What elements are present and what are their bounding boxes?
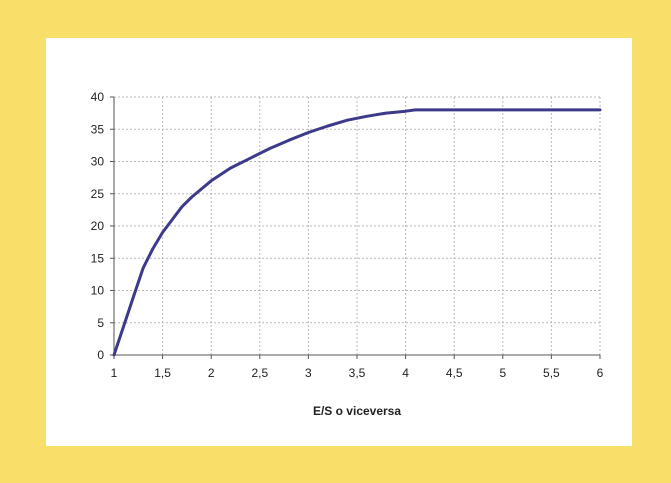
y-tick-label: 40 [91, 90, 105, 104]
tick-labels: 0 5 10 15 20 25 30 35 40 1 1,5 2 2,5 3 3,5 4 4,5 5 5,5 6 [91, 90, 604, 380]
x-axis-title: E/S o viceversa [313, 404, 401, 418]
x-tick-label: 3,5 [349, 366, 366, 380]
x-tick-label: 1,5 [154, 366, 171, 380]
line-chart: 0 5 10 15 20 25 30 35 40 1 1,5 2 2,5 3 3,5 4 4,5 5 5,5 6 E/… [91, 90, 604, 418]
y-tick-label: 15 [91, 251, 105, 265]
x-tick-label: 2 [208, 366, 215, 380]
y-tick-label: 25 [91, 187, 105, 201]
y-tick-label: 5 [97, 316, 104, 330]
x-tick-label: 2,5 [251, 366, 268, 380]
grid [114, 96, 601, 355]
y-tick-label: 20 [91, 219, 105, 233]
axes [110, 96, 601, 359]
x-tick-label: 5 [499, 366, 506, 380]
x-tick-label: 6 [597, 366, 604, 380]
x-tick-label: 1 [111, 366, 118, 380]
chart-panel: 0 5 10 15 20 25 30 35 40 1 1,5 2 2,5 3 3,5 4 4,5 5 5,5 6 E/… [46, 38, 632, 446]
x-tick-label: 4,5 [446, 366, 463, 380]
series-line [112, 108, 602, 357]
series [112, 108, 602, 357]
x-tick-label: 5,5 [543, 366, 560, 380]
x-tick-label: 4 [402, 366, 409, 380]
y-tick-label: 0 [97, 348, 104, 362]
y-tick-label: 30 [91, 155, 105, 169]
y-tick-label: 35 [91, 122, 105, 136]
x-tick-label: 3 [305, 366, 312, 380]
y-tick-label: 10 [91, 284, 105, 298]
